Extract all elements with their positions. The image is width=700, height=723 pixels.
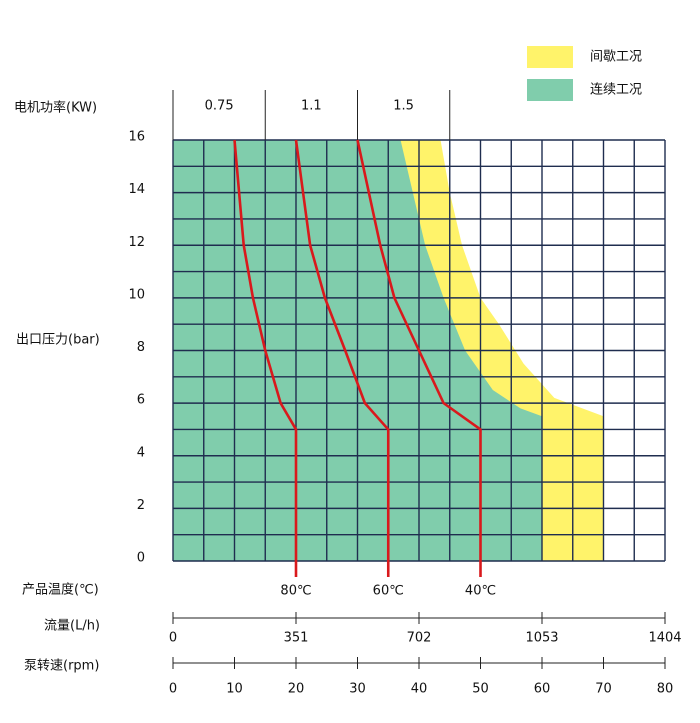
rpm-tick-label: 20	[288, 682, 305, 697]
rpm-tick-label: 60	[534, 682, 551, 697]
power-label: 电机功率(KW)	[14, 100, 97, 116]
temperature-curve-label: 40℃	[465, 584, 496, 599]
y-tick-label: 16	[128, 130, 145, 145]
y-tick-label: 14	[128, 182, 145, 197]
power-band-label: 1.1	[301, 99, 322, 114]
y-axis-label: 出口压力(bar)	[16, 333, 100, 348]
legend-swatch	[527, 46, 573, 68]
temperature-curve	[294, 139, 390, 561]
flow-tick-label: 0	[169, 631, 177, 646]
y-tick-label: 8	[137, 340, 145, 355]
rpm-tick-label: 30	[349, 682, 366, 697]
y-tick-label: 6	[137, 393, 145, 408]
flow-tick-label: 1404	[648, 631, 681, 646]
flow-axis-label: 流量(L/h)	[44, 619, 100, 634]
flow-tick-label: 1053	[525, 631, 558, 646]
y-tick-label: 0	[137, 551, 145, 566]
rpm-tick-label: 0	[169, 682, 177, 697]
temperature-label: 产品温度(℃)	[22, 582, 99, 598]
y-tick-label: 12	[128, 235, 145, 250]
legend-label: 间歇工况	[590, 50, 642, 65]
rpm-axis-label: 泵转速(rpm)	[24, 659, 99, 674]
rpm-tick-label: 50	[472, 682, 489, 697]
flow-tick-label: 351	[284, 631, 309, 646]
temperature-curve-label: 60℃	[373, 584, 404, 599]
power-band-label: 1.5	[393, 99, 414, 114]
flow-tick-label: 702	[407, 631, 432, 646]
rpm-tick-label: 70	[595, 682, 612, 697]
temperature-curve-label: 80℃	[280, 584, 311, 599]
rpm-tick-label: 80	[657, 682, 674, 697]
temperature-curve	[233, 139, 298, 561]
legend-swatch	[527, 79, 573, 101]
temperature-curve	[356, 139, 482, 561]
y-tick-label: 10	[128, 287, 145, 302]
y-tick-label: 2	[137, 498, 145, 513]
rpm-tick-label: 10	[226, 682, 243, 697]
power-band-label: 0.75	[205, 99, 234, 114]
y-tick-label: 4	[137, 445, 145, 460]
legend-label: 连续工况	[590, 82, 642, 98]
rpm-tick-label: 40	[411, 682, 428, 697]
